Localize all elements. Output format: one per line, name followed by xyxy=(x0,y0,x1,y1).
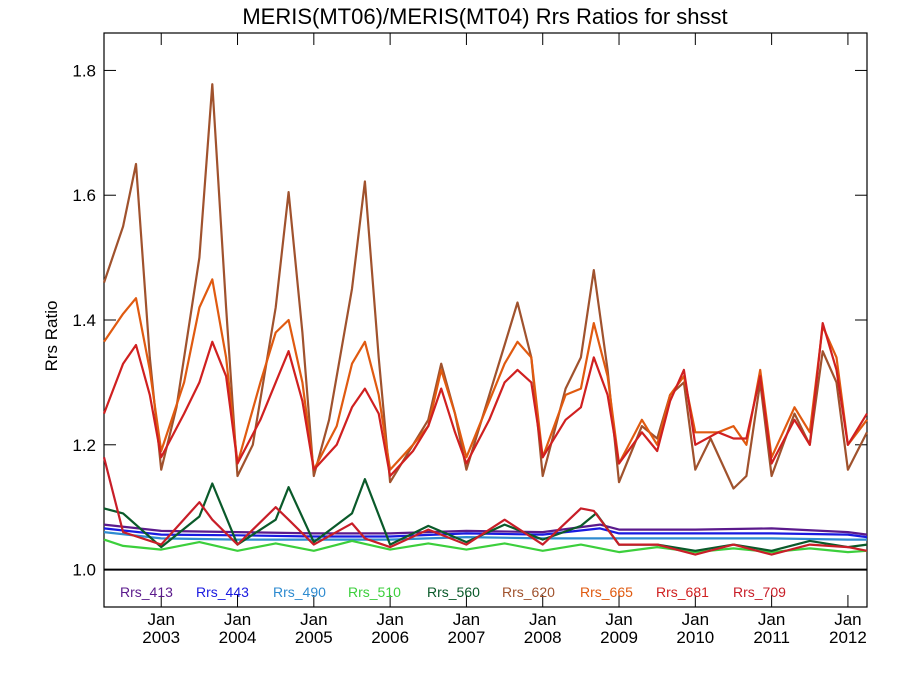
chart-title: MERIS(MT06)/MERIS(MT04) Rrs Ratios for s… xyxy=(242,4,727,29)
legend-entry-rrs_443: Rrs_443 xyxy=(196,584,249,600)
plot-area: 1.01.21.41.61.8Jan2003Jan2004Jan2005Jan2… xyxy=(72,32,868,647)
y-tick-label: 1.6 xyxy=(72,186,96,205)
x-tick-year-label: 2009 xyxy=(600,628,638,647)
legend-entry-rrs_413: Rrs_413 xyxy=(120,584,173,600)
x-tick-month-label: Jan xyxy=(529,610,556,629)
x-tick-month-label: Jan xyxy=(605,610,632,629)
legend-entry-rrs_620: Rrs_620 xyxy=(502,584,555,600)
legend-entry-rrs_665: Rrs_665 xyxy=(580,584,633,600)
y-tick-label: 1.4 xyxy=(72,311,96,330)
x-tick-month-label: Jan xyxy=(834,610,861,629)
series-line-rrs_443 xyxy=(103,527,868,539)
x-tick-year-label: 2012 xyxy=(829,628,867,647)
y-axis-label: Rrs Ratio xyxy=(42,301,61,372)
series-line-rrs_620 xyxy=(102,83,868,490)
legend-entry-rrs_510: Rrs_510 xyxy=(348,584,401,600)
x-tick-year-label: 2004 xyxy=(219,628,257,647)
x-tick-year-label: 2006 xyxy=(371,628,409,647)
x-tick-month-label: Jan xyxy=(376,610,403,629)
x-tick-year-label: 2005 xyxy=(295,628,333,647)
x-tick-month-label: Jan xyxy=(224,610,251,629)
series-line-rrs_681 xyxy=(102,322,868,478)
x-tick-month-label: Jan xyxy=(148,610,175,629)
x-tick-year-label: 2010 xyxy=(676,628,714,647)
series-line-rrs_709 xyxy=(102,457,868,556)
legend-entry-rrs_709: Rrs_709 xyxy=(733,584,786,600)
legend-entry-rrs_681: Rrs_681 xyxy=(656,584,709,600)
x-tick-year-label: 2008 xyxy=(524,628,562,647)
x-tick-year-label: 2007 xyxy=(448,628,486,647)
x-tick-month-label: Jan xyxy=(300,610,327,629)
legend-entry-rrs_490: Rrs_490 xyxy=(273,584,326,600)
x-tick-month-label: Jan xyxy=(758,610,785,629)
y-tick-label: 1.0 xyxy=(72,561,96,580)
y-tick-label: 1.8 xyxy=(72,61,96,80)
series-line-rrs_490 xyxy=(103,531,867,541)
x-tick-year-label: 2011 xyxy=(753,628,790,647)
legend-entry-rrs_560: Rrs_560 xyxy=(427,584,480,600)
x-tick-year-label: 2003 xyxy=(142,628,180,647)
y-tick-label: 1.2 xyxy=(72,436,96,455)
series-line-rrs_413 xyxy=(103,523,868,536)
x-tick-month-label: Jan xyxy=(453,610,480,629)
x-tick-month-label: Jan xyxy=(682,610,709,629)
